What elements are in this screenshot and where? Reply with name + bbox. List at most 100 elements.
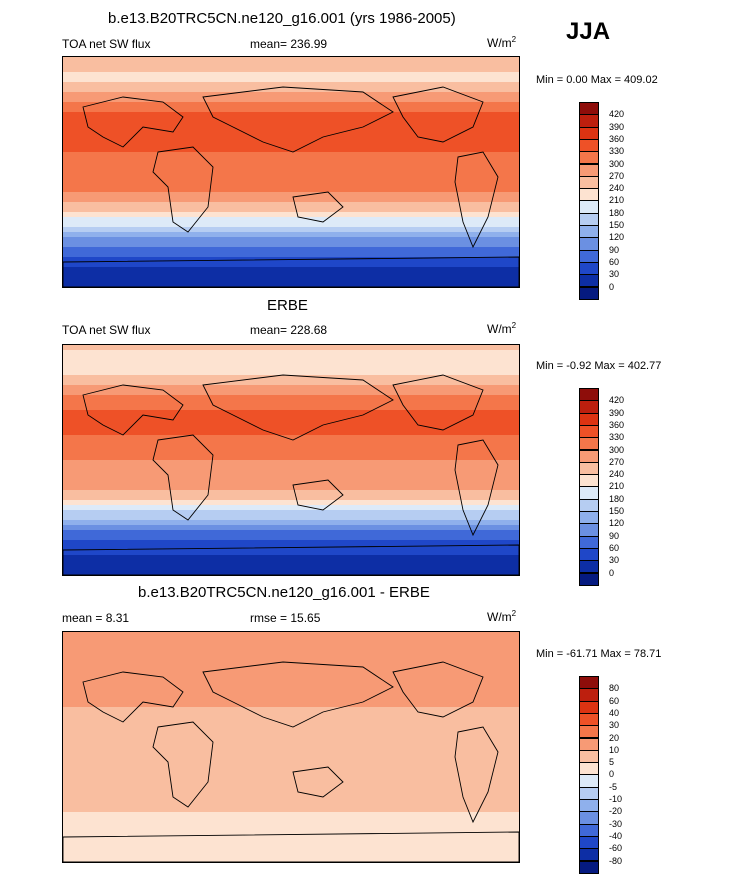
heatmap-band [63,772,519,778]
heatmap-band [63,792,519,798]
colorbar-swatch [579,762,599,776]
heatmap-band [63,217,519,223]
heatmap-band [63,697,519,703]
heatmap-band [63,87,519,93]
heatmap-band [63,647,519,653]
colorbar-swatch [579,774,599,788]
colorbar-swatch [579,725,599,739]
heatmap-band [63,827,519,833]
colorbar-tick-label: 60 [609,542,620,553]
heatmap-band [63,360,519,366]
colorbar-swatch [579,412,599,426]
coastline-outline [63,256,519,287]
colorbar-swatch [579,523,599,537]
colorbar-tick-label: 360 [609,419,625,430]
heatmap-band [63,490,519,496]
heatmap-band [63,425,519,431]
heatmap-band [63,252,519,258]
heatmap-band [63,682,519,688]
colorbar-tick-label: 270 [609,170,625,181]
colorbar-swatch [579,437,599,451]
colorbar-tick-label: 180 [609,493,625,504]
heatmap-band [63,847,519,853]
heatmap-band [63,435,519,441]
colorbar-tick-label: 210 [609,481,625,492]
heatmap-band [63,182,519,188]
coastline-outline [152,146,214,233]
heatmap-band [63,842,519,848]
colorbar-tick-label: 150 [609,220,625,230]
colorbar-tick-label: 30 [609,555,620,566]
heatmap-band [63,540,519,546]
colorbar-swatch [579,126,599,140]
heatmap-band [63,460,519,466]
colorbar-tick-label: 10 [609,744,620,755]
colorbar-tick-label: 60 [609,695,620,706]
heatmap-band [63,172,519,178]
heatmap-band [63,485,519,491]
heatmap-band [63,237,519,243]
colorbar-swatch [579,848,599,862]
coastline-outline [292,479,344,511]
colorbar-swatch [579,286,599,300]
heatmap-band [63,92,519,98]
heatmap-band [63,857,519,862]
heatmap-band [63,520,519,526]
heatmap-band [63,812,519,818]
panel-2-map [62,344,520,576]
colorbar-tick-label: 90 [609,244,620,255]
coastline-outline [392,661,484,718]
panel-2-center-label: mean= 228.68 [250,323,328,337]
colorbar-tick-label: -60 [609,843,623,854]
heatmap-band [63,470,519,476]
coastline-outline [202,661,394,728]
heatmap-band [63,515,519,521]
coastline-outline [152,434,214,521]
heatmap-band [63,122,519,128]
panel-2-title: ERBE [267,297,308,314]
colorbar-tick-label: 330 [609,432,625,443]
coastline-outline [392,374,484,431]
colorbar-swatch [579,737,599,751]
heatmap-band [63,737,519,743]
colorbar-swatch [579,225,599,239]
heatmap-band [63,157,519,163]
heatmap-band [63,450,519,456]
heatmap-band [63,410,519,416]
heatmap-band [63,272,519,278]
coastline-outline [292,191,344,223]
heatmap-band [63,782,519,788]
heatmap-band [63,212,519,218]
heatmap-band [63,642,519,648]
heatmap-band [63,62,519,68]
coastline-outline [292,766,344,798]
heatmap-band [63,147,519,153]
heatmap-band [63,692,519,698]
coastline-outline [63,544,519,575]
colorbar-tick-label: -80 [609,855,623,866]
heatmap-band [63,480,519,486]
colorbar-swatch [579,860,599,874]
colorbar-tick-label: 270 [609,456,625,467]
panel-3-title: b.e13.B20TRC5CN.ne120_g16.001 - ERBE [138,584,430,601]
heatmap-band [63,282,519,287]
heatmap-band [63,137,519,143]
colorbar-swatch [579,212,599,226]
heatmap-band [63,802,519,808]
heatmap-band [63,197,519,203]
coastline-outline [454,726,499,824]
colorbar-swatch [579,388,599,402]
colorbar-tick-label: 360 [609,133,625,144]
heatmap-band [63,550,519,556]
colorbar-tick-label: 0 [609,281,615,292]
heatmap-band [63,747,519,753]
heatmap-band [63,167,519,173]
colorbar-swatch [579,114,599,128]
heatmap-band [63,97,519,103]
season-label: JJA [566,18,611,45]
colorbar-swatch [579,835,599,850]
panel-3-heatmap [63,632,519,862]
colorbar-swatch [579,712,599,727]
heatmap-band [63,102,519,108]
heatmap-band [63,365,519,371]
